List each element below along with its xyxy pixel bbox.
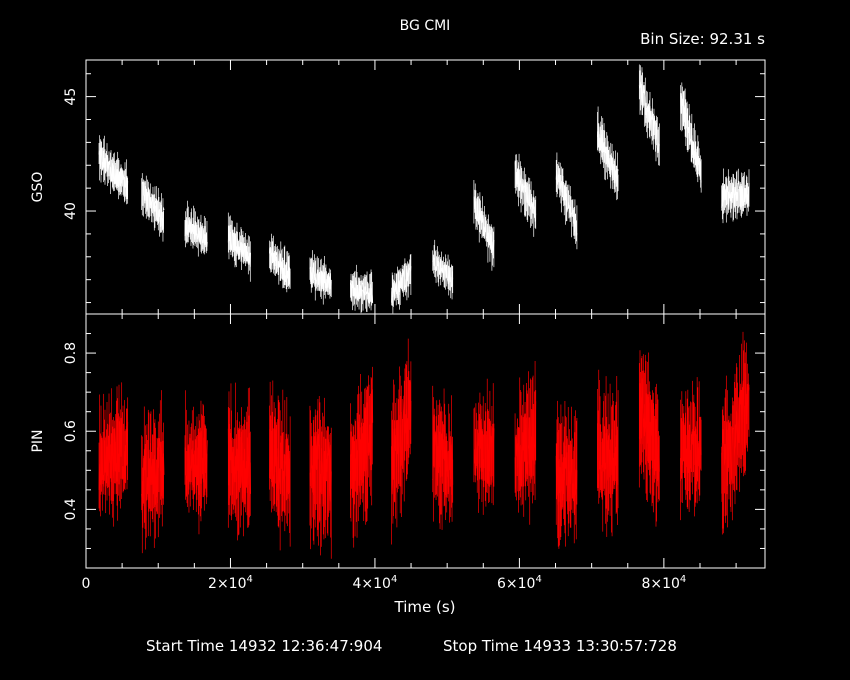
x-ticks: 0 2×104 4×104 6×104 8×104 xyxy=(82,60,737,592)
x-axis-label: Time (s) xyxy=(394,598,456,616)
gso-y-ticks: 40 45 xyxy=(63,73,765,304)
x-tick-label: 8×104 xyxy=(641,574,686,592)
start-time-label: Start Time 14932 12:36:47:904 xyxy=(146,637,382,655)
pin-y-tick-label: 0.6 xyxy=(63,420,79,442)
pin-y-ticks: 0.4 0.6 0.8 xyxy=(63,313,765,569)
pin-data-series xyxy=(98,331,750,559)
bin-size-label: Bin Size: 92.31 s xyxy=(640,30,765,48)
x-tick-label: 6×104 xyxy=(497,574,542,592)
x-tick-label: 0 xyxy=(82,576,91,592)
pin-y-tick-label: 0.8 xyxy=(63,342,79,364)
gso-y-tick-label: 45 xyxy=(63,88,79,106)
x-tick-label: 4×104 xyxy=(353,574,398,592)
pin-panel: 0.4 0.6 0.8 PIN xyxy=(30,313,766,569)
stop-time-label: Stop Time 14933 13:30:57:728 xyxy=(443,637,677,655)
gso-data-series xyxy=(98,64,750,314)
gso-panel: 40 45 GSO xyxy=(30,59,766,315)
chart-title: BG CMI xyxy=(400,18,451,34)
pin-y-tick-label: 0.4 xyxy=(63,498,79,520)
x-tick-label: 2×104 xyxy=(208,574,253,592)
gso-y-axis-label: GSO xyxy=(30,172,46,203)
pin-y-axis-label: PIN xyxy=(30,429,46,452)
pin-plot-frame xyxy=(85,313,766,569)
gso-y-tick-label: 40 xyxy=(63,202,79,220)
